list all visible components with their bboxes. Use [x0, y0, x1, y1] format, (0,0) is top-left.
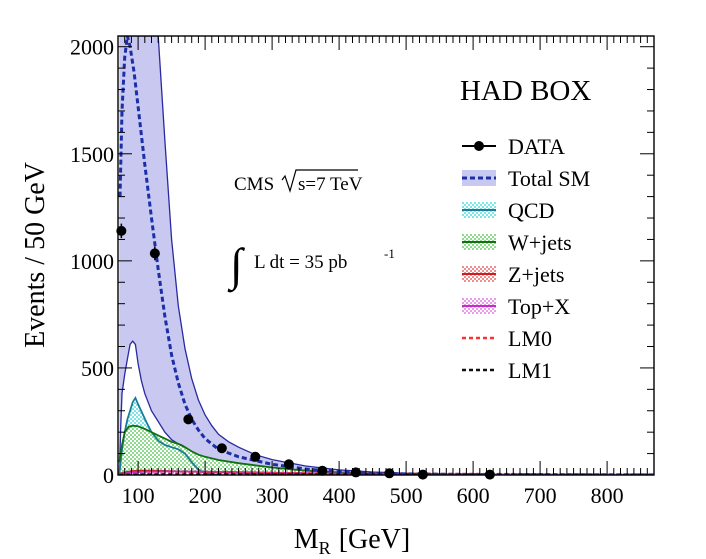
legend-swatch-marker [474, 141, 484, 151]
data-point [116, 223, 127, 239]
data-point [384, 468, 395, 479]
total-sm-uncertainty-band [119, 36, 654, 475]
lumi-annotation: ∫ L dt = 35 pb -1 [227, 239, 395, 293]
legend-entry: LM0 [462, 326, 552, 351]
data-point [283, 459, 294, 470]
legend-label: LM0 [508, 326, 552, 351]
x-tick-label: 400 [323, 483, 356, 508]
data-point [149, 246, 160, 261]
legend-label: Total SM [508, 166, 590, 191]
x-tick-label: 200 [189, 483, 222, 508]
top-series-line [119, 470, 654, 475]
cms-label: CMS [234, 174, 274, 195]
x-tick-label: 800 [591, 483, 624, 508]
legend-entry: Total SM [462, 166, 590, 191]
x-tick-label: 500 [390, 483, 423, 508]
y-tick-label: 500 [81, 356, 114, 381]
legend-label: LM1 [508, 358, 552, 383]
legend-label: Z+jets [508, 262, 564, 287]
data-point-marker [216, 443, 227, 454]
integral-icon: ∫ [227, 239, 245, 293]
data-point-marker [283, 459, 294, 470]
data-point-marker [183, 414, 194, 425]
data-layer [116, 223, 495, 480]
legend-label: DATA [508, 134, 565, 159]
data-point [183, 414, 194, 425]
y-tick-label: 1000 [70, 249, 114, 274]
lumi-exponent: -1 [384, 246, 395, 261]
legend-entry: Top+X [462, 294, 570, 319]
lumi-label: L dt = 35 pb [254, 252, 347, 273]
data-point-marker [149, 248, 160, 259]
y-tick-label: 1500 [70, 142, 114, 167]
data-point-marker [250, 451, 261, 462]
data-point [317, 465, 328, 476]
data-point [216, 443, 227, 454]
axis-ticks [117, 36, 655, 476]
legend-label: QCD [508, 198, 554, 223]
y-axis-label: Events / 50 GeV [20, 162, 51, 348]
legend-entry: Z+jets [462, 262, 564, 287]
tick-labels: 100 200 300 400 500 600 700 800 0 500 1000 1500 2000 [70, 35, 624, 508]
data-point-marker [384, 468, 395, 479]
x-tick-label: 600 [457, 483, 490, 508]
legend: DATA Total SM QCD W+jets Z+jets Top+X LM0 LM1 [462, 134, 590, 383]
legend-entry: DATA [462, 134, 565, 159]
legend-entry: LM1 [462, 358, 552, 383]
y-tick-label: 0 [103, 463, 114, 488]
legend-label: Top+X [508, 294, 570, 319]
legend-entry: QCD [462, 198, 554, 223]
sqrt-icon [281, 169, 358, 194]
box-label: HAD BOX [460, 75, 591, 107]
y-tick-label: 2000 [70, 35, 114, 60]
energy-label: s=7 TeV [298, 174, 363, 195]
legend-entry: W+jets [462, 230, 572, 255]
x-tick-label: 300 [256, 483, 289, 508]
data-point-marker [317, 465, 328, 476]
wjets-series-fill [119, 425, 654, 475]
legend-label: W+jets [508, 230, 572, 255]
data-point [250, 451, 261, 462]
x-axis-label: MR [GeV] [294, 524, 410, 558]
qcd-series-line [118, 395, 219, 475]
data-point-marker [116, 225, 127, 236]
x-tick-label: 700 [524, 483, 557, 508]
x-tick-label: 100 [122, 483, 155, 508]
cms-annotation: CMS s=7 TeV [234, 169, 363, 195]
